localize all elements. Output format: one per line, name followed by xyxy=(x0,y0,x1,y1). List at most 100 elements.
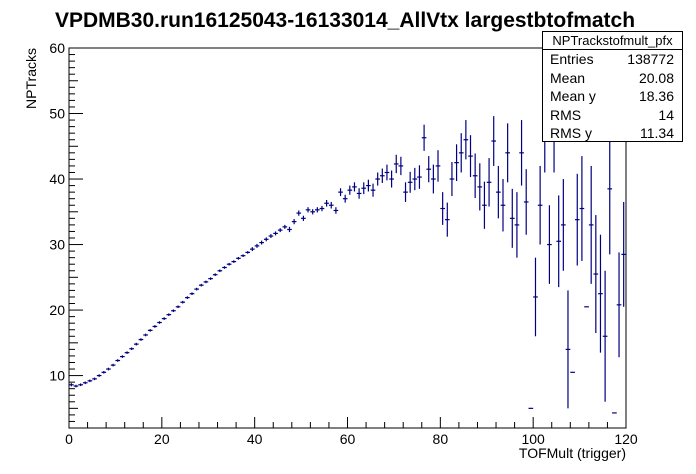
data-point xyxy=(393,154,399,174)
data-point xyxy=(240,254,246,257)
data-point xyxy=(194,287,199,291)
data-point xyxy=(296,210,302,216)
data-point xyxy=(282,224,288,229)
data-point xyxy=(291,219,297,225)
data-point xyxy=(505,123,510,183)
stats-row: Entries 138772 xyxy=(543,50,682,69)
data-point xyxy=(519,120,524,186)
data-point xyxy=(366,179,371,192)
data-point xyxy=(212,273,218,276)
data-point xyxy=(602,270,608,402)
data-point xyxy=(616,252,622,358)
data-point xyxy=(92,377,97,381)
data-point xyxy=(319,205,325,212)
x-axis-label: TOFMult (trigger) xyxy=(519,445,626,461)
data-point xyxy=(250,247,255,252)
data-point xyxy=(361,182,367,195)
stats-value: 14 xyxy=(658,106,674,123)
data-point xyxy=(157,321,162,324)
data-point xyxy=(547,205,552,284)
data-point xyxy=(203,280,209,284)
data-point xyxy=(375,172,380,186)
data-point xyxy=(245,251,251,254)
stats-label: Entries xyxy=(550,51,594,67)
data-point xyxy=(389,170,394,188)
data-point xyxy=(161,317,167,320)
data-point xyxy=(78,383,83,387)
data-point xyxy=(356,188,362,199)
data-point xyxy=(263,237,269,242)
stats-rows: Entries 138772 Mean 20.08 Mean y 18.36 RMS 14 RM… xyxy=(543,50,682,143)
y-tick-label: 40 xyxy=(49,171,65,187)
data-point xyxy=(458,133,464,173)
data-point xyxy=(231,260,237,263)
data-point xyxy=(198,283,204,287)
data-point xyxy=(152,325,158,328)
data-point xyxy=(133,342,139,346)
data-point xyxy=(621,201,626,307)
x-tick-label: 40 xyxy=(247,431,263,447)
data-point xyxy=(561,179,566,271)
stats-label: RMS y xyxy=(550,125,592,141)
data-point xyxy=(115,359,121,362)
data-point xyxy=(338,188,343,197)
data-point xyxy=(421,124,427,151)
data-point xyxy=(370,183,376,197)
x-tick-label: 80 xyxy=(433,431,449,447)
data-point xyxy=(208,277,213,280)
data-point xyxy=(444,202,450,237)
data-point xyxy=(185,296,190,299)
data-point xyxy=(486,158,492,207)
data-point xyxy=(226,262,232,266)
data-point xyxy=(82,381,88,385)
data-point xyxy=(129,347,134,351)
x-tick-label: 100 xyxy=(521,431,545,447)
data-point xyxy=(398,156,404,176)
data-point xyxy=(384,164,390,181)
data-point xyxy=(579,156,585,261)
data-point xyxy=(254,243,260,248)
data-point xyxy=(468,135,473,178)
data-point xyxy=(500,179,506,232)
y-tick-label: 10 xyxy=(49,368,65,384)
x-axis: 0 20 40 60 80 100 120 xyxy=(65,417,638,447)
data-point xyxy=(514,192,520,258)
x-tick-label: 20 xyxy=(154,431,170,447)
stats-value: 11.34 xyxy=(640,125,674,141)
data-point xyxy=(143,333,148,337)
stats-label: Mean xyxy=(550,69,586,86)
data-point xyxy=(310,209,316,215)
data-point xyxy=(352,182,357,192)
chart-title: VPDMB30.run16125043-16133014_AllVtx larg… xyxy=(55,9,635,32)
data-point xyxy=(277,228,283,233)
data-point xyxy=(236,257,241,260)
data-points xyxy=(69,93,626,414)
data-point xyxy=(180,300,186,304)
stats-value: 138772 xyxy=(627,51,674,67)
data-point xyxy=(87,379,93,383)
data-point xyxy=(593,215,599,333)
data-point xyxy=(379,168,385,183)
stats-label: RMS xyxy=(550,106,582,123)
data-point xyxy=(426,156,432,183)
data-point xyxy=(454,144,459,181)
data-point xyxy=(440,192,445,225)
data-point xyxy=(101,371,107,374)
data-point xyxy=(69,383,74,387)
data-point xyxy=(324,200,329,207)
data-point xyxy=(509,188,515,248)
data-point xyxy=(120,355,125,358)
data-point xyxy=(106,367,111,371)
data-point xyxy=(342,194,348,203)
data-point xyxy=(491,116,497,166)
data-point xyxy=(431,164,436,194)
data-point xyxy=(565,290,571,409)
data-point xyxy=(110,363,116,367)
data-point xyxy=(305,207,311,213)
stats-row: RMS 14 xyxy=(543,106,682,125)
data-point xyxy=(435,150,441,182)
data-point xyxy=(315,207,320,213)
data-point xyxy=(222,266,227,269)
data-point xyxy=(138,338,144,341)
